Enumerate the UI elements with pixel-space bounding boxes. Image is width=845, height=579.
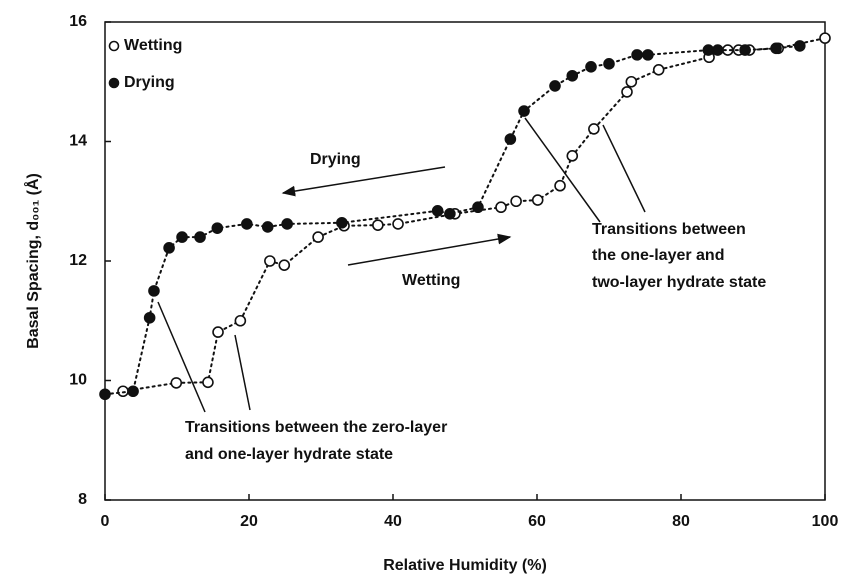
legend-marker — [108, 40, 120, 52]
data-point — [554, 179, 566, 192]
data-point — [504, 133, 517, 145]
data-point — [603, 58, 615, 70]
data-point — [549, 80, 561, 92]
data-point — [170, 377, 183, 389]
data-point — [176, 231, 188, 243]
data-point — [588, 123, 600, 135]
data-point — [264, 255, 276, 267]
y-tick-label: 10 — [69, 372, 87, 389]
data-point — [163, 242, 175, 254]
data-point — [278, 259, 291, 271]
leader-line — [157, 301, 206, 413]
data-point — [234, 314, 247, 327]
transition-note: Transitions between the zero-layer — [185, 419, 447, 436]
data-point — [241, 218, 253, 230]
x-tick-label: 60 — [528, 513, 546, 530]
leader-line — [602, 124, 646, 213]
transition-note: two-layer hydrate state — [592, 274, 766, 291]
data-point — [143, 311, 156, 324]
y-tick-label: 12 — [69, 252, 87, 269]
trend-line — [122, 37, 826, 393]
transition-note: the one-layer and — [592, 247, 724, 264]
data-point — [127, 385, 139, 398]
data-point — [148, 285, 160, 297]
data-point — [566, 69, 579, 82]
legend-marker — [108, 77, 120, 89]
x-tick-label: 100 — [812, 513, 839, 530]
data-point — [202, 376, 214, 389]
data-point — [211, 222, 224, 234]
x-tick-label: 20 — [240, 513, 258, 530]
x-tick-label: 40 — [384, 513, 402, 530]
trend-line — [104, 44, 801, 396]
x-tick-label: 80 — [672, 513, 690, 530]
data-point — [495, 201, 507, 214]
data-point — [621, 86, 633, 98]
y-tick-label: 8 — [78, 491, 87, 508]
data-point — [510, 195, 522, 208]
annotation: Drying — [310, 151, 361, 168]
data-point — [117, 385, 129, 398]
data-point — [372, 219, 384, 231]
data-point — [431, 205, 444, 217]
annotation: Wetting — [402, 272, 460, 289]
data-point — [631, 49, 643, 61]
data-point — [819, 32, 831, 44]
data-point — [585, 61, 597, 73]
data-point — [444, 207, 456, 220]
legend-label: Drying — [124, 74, 175, 91]
data-point — [770, 42, 782, 55]
y-tick-label: 16 — [69, 13, 87, 30]
data-point — [261, 221, 274, 233]
x-tick-label: 0 — [101, 513, 110, 530]
data-point — [312, 231, 324, 243]
data-point — [472, 201, 484, 214]
y-tick-label: 14 — [69, 133, 87, 150]
y-axis-label: Basal Spacing, d₀₀₁ (Å) — [23, 173, 42, 349]
data-point — [702, 44, 715, 56]
data-point — [392, 218, 404, 230]
data-point — [194, 231, 206, 243]
leader-line — [234, 334, 251, 411]
data-point — [625, 75, 638, 88]
data-point — [642, 49, 654, 61]
data-point — [793, 40, 806, 52]
leader-line — [524, 117, 601, 223]
data-point — [336, 216, 348, 229]
transition-note: Transitions between — [592, 221, 746, 238]
data-point — [531, 194, 544, 206]
data-point — [99, 388, 111, 401]
arrow — [347, 233, 512, 266]
data-point — [212, 326, 224, 338]
data-point — [518, 105, 530, 117]
legend-label: Wetting — [124, 37, 182, 54]
data-point — [711, 44, 724, 56]
data-point — [566, 150, 579, 162]
x-axis-label: Relative Humidity (%) — [383, 557, 547, 574]
data-point — [281, 218, 293, 230]
transition-note: and one-layer hydrate state — [185, 446, 393, 463]
arrow — [281, 166, 446, 197]
data-point — [652, 64, 665, 76]
data-point — [739, 44, 751, 56]
